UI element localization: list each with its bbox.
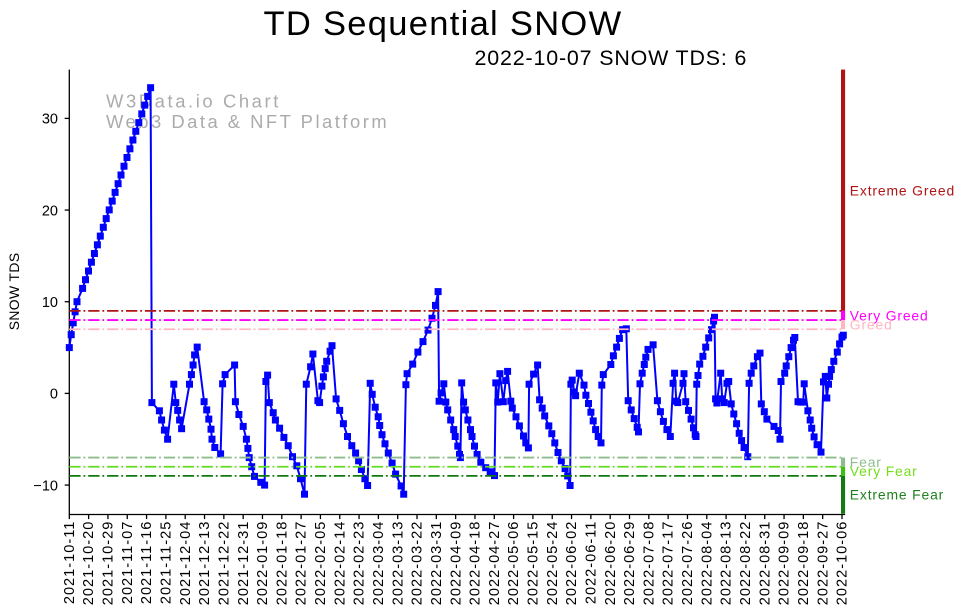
svg-text:2022-02-05: 2022-02-05 <box>313 521 329 606</box>
svg-text:2021-10-29: 2021-10-29 <box>101 521 117 606</box>
svg-text:2022-01-18: 2022-01-18 <box>274 521 290 606</box>
svg-text:2022-04-18: 2022-04-18 <box>468 521 484 606</box>
svg-text:2022-09-18: 2022-09-18 <box>796 521 812 606</box>
svg-text:2022-03-13: 2022-03-13 <box>390 521 406 606</box>
svg-text:2022-01-27: 2022-01-27 <box>294 521 310 606</box>
svg-text:2022-05-15: 2022-05-15 <box>526 521 542 606</box>
svg-text:2022-07-08: 2022-07-08 <box>641 521 657 606</box>
svg-text:TD Sequential SNOW: TD Sequential SNOW <box>264 5 623 43</box>
svg-text:10: 10 <box>42 295 58 311</box>
svg-text:2021-11-25: 2021-11-25 <box>158 521 174 605</box>
svg-text:2022-05-06: 2022-05-06 <box>506 521 522 606</box>
svg-text:2022-08-13: 2022-08-13 <box>719 521 735 606</box>
svg-text:2021-10-11: 2021-10-11 <box>62 521 78 605</box>
svg-text:2022-10-07 SNOW TDS: 6: 2022-10-07 SNOW TDS: 6 <box>475 46 748 70</box>
svg-text:2022-07-17: 2022-07-17 <box>661 521 677 606</box>
svg-text:2022-02-23: 2022-02-23 <box>352 521 368 606</box>
svg-text:2022-04-09: 2022-04-09 <box>448 521 464 606</box>
svg-text:2021-12-04: 2021-12-04 <box>178 521 194 606</box>
svg-text:2022-05-24: 2022-05-24 <box>545 521 561 606</box>
svg-text:2022-06-11: 2022-06-11 <box>583 521 599 605</box>
svg-text:2021-12-13: 2021-12-13 <box>197 521 213 606</box>
svg-text:2022-02-14: 2022-02-14 <box>332 521 348 606</box>
svg-text:2022-03-31: 2022-03-31 <box>429 521 445 606</box>
svg-text:Greed: Greed <box>850 317 893 333</box>
svg-text:W3Data.io Chart: W3Data.io Chart <box>106 91 281 112</box>
svg-text:Fear: Fear <box>850 454 882 470</box>
svg-text:Web3 Data & NFT Platform: Web3 Data & NFT Platform <box>106 111 389 132</box>
svg-text:2022-06-20: 2022-06-20 <box>603 521 619 606</box>
svg-text:2022-07-26: 2022-07-26 <box>680 521 696 606</box>
svg-text:Very Fear: Very Fear <box>850 463 918 479</box>
svg-text:2022-08-22: 2022-08-22 <box>738 521 754 606</box>
svg-text:0: 0 <box>50 387 58 403</box>
svg-text:20: 20 <box>42 203 58 219</box>
svg-text:2022-06-29: 2022-06-29 <box>622 521 638 606</box>
svg-text:2022-09-27: 2022-09-27 <box>815 521 831 606</box>
svg-text:2022-06-02: 2022-06-02 <box>564 521 580 606</box>
svg-text:2022-08-31: 2022-08-31 <box>757 521 773 606</box>
svg-text:−10: −10 <box>33 478 58 494</box>
svg-text:Extreme Fear: Extreme Fear <box>850 487 944 503</box>
svg-text:2021-12-22: 2021-12-22 <box>216 521 232 606</box>
svg-text:2021-11-16: 2021-11-16 <box>139 521 155 605</box>
svg-text:30: 30 <box>42 112 58 128</box>
svg-text:2022-04-27: 2022-04-27 <box>487 521 503 606</box>
svg-text:2022-09-09: 2022-09-09 <box>777 521 793 606</box>
svg-text:2022-08-04: 2022-08-04 <box>699 521 715 606</box>
svg-text:2021-12-31: 2021-12-31 <box>236 521 252 606</box>
svg-text:2021-11-07: 2021-11-07 <box>120 521 136 605</box>
svg-text:Very Greed: Very Greed <box>850 307 929 323</box>
svg-text:2021-10-20: 2021-10-20 <box>81 521 97 606</box>
svg-text:2022-03-04: 2022-03-04 <box>371 521 387 606</box>
svg-text:2022-03-22: 2022-03-22 <box>410 521 426 606</box>
svg-text:2022-10-06: 2022-10-06 <box>835 521 851 606</box>
svg-text:SNOW TDS: SNOW TDS <box>6 252 22 330</box>
svg-text:2022-01-09: 2022-01-09 <box>255 521 271 606</box>
svg-text:Extreme Greed: Extreme Greed <box>850 182 955 198</box>
